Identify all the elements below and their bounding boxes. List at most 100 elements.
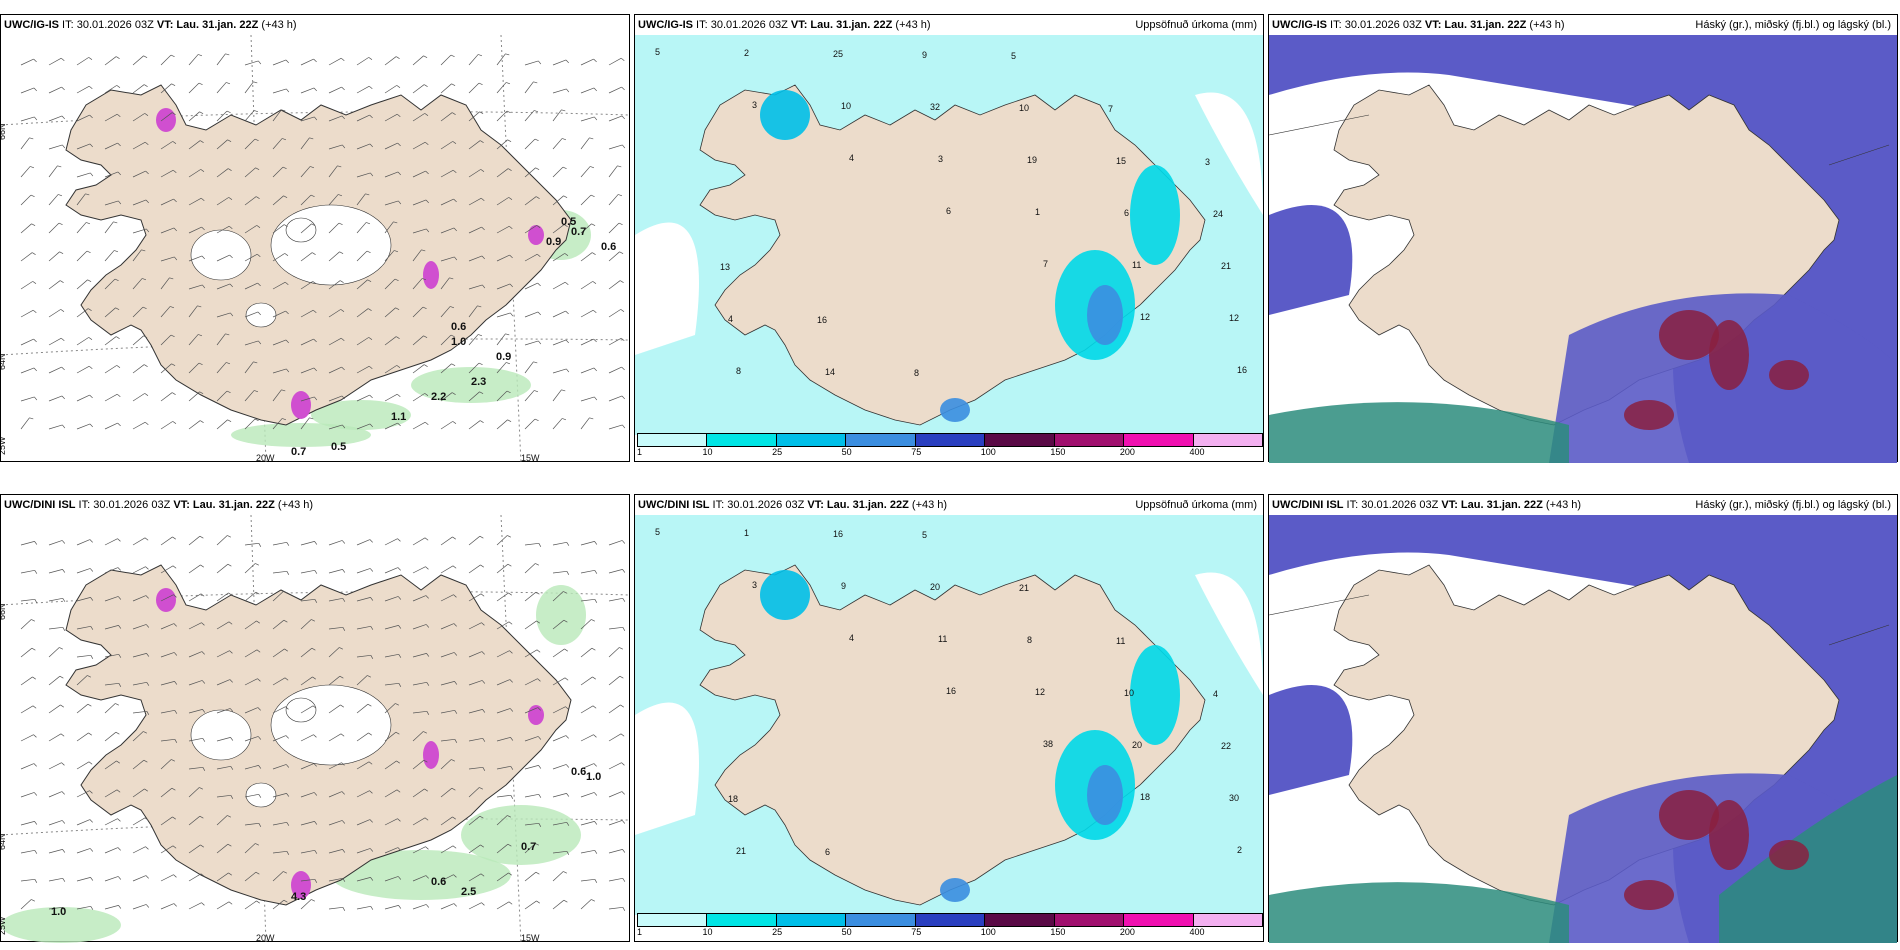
wind-barb-flag (425, 875, 429, 879)
wind-barb (20, 619, 32, 630)
wind-barb-flag (61, 86, 65, 91)
wind-barb-flag (507, 419, 512, 422)
wind-barb (188, 844, 201, 854)
dry-area (1195, 92, 1263, 215)
wind-barb (48, 675, 61, 686)
wind-barb-flag (397, 113, 401, 118)
wind-barb-flag (342, 424, 346, 429)
wind-barb (300, 763, 315, 770)
wind-barb (188, 737, 203, 742)
wind-barb (48, 309, 61, 318)
wind-barb-flag (339, 675, 344, 679)
wind-barb-flag (286, 822, 290, 826)
wind-barb-flag (33, 58, 37, 63)
wind-barb (496, 283, 511, 290)
wind-barb (328, 791, 343, 798)
glacier (190, 709, 252, 761)
precip-value: 18 (1140, 792, 1150, 802)
wind-barb (328, 569, 343, 574)
wind-barb (300, 338, 314, 346)
wind-barb-flag (480, 593, 485, 597)
wind-barb (76, 57, 89, 66)
wind-barb (608, 626, 623, 630)
wind-barb-flag (60, 704, 64, 708)
wind-barb (328, 877, 343, 882)
wind-barb-flag (201, 902, 205, 906)
wind-barb-flag (509, 679, 513, 683)
panel-precip-dini: UWC/DINI ISL IT: 30.01.2026 03Z VT: Lau.… (634, 494, 1264, 942)
wind-barb-flag (201, 680, 206, 684)
wind-barb-flag (452, 565, 457, 569)
glacier (285, 697, 317, 723)
wind-barb-flag (369, 85, 373, 90)
wind-barb (300, 821, 315, 826)
wind-barb (524, 591, 537, 602)
wind-barb-flag (394, 278, 399, 282)
wind-barb-flag (534, 390, 539, 393)
wind-barb (76, 394, 90, 402)
wind-barb (384, 422, 398, 430)
wind-barb-flag (33, 309, 37, 314)
wind-barb-flag (393, 221, 398, 224)
wind-barb-flag (622, 907, 626, 911)
wind-barb (608, 395, 623, 402)
wind-barb-flag (370, 172, 374, 177)
wind-barb (468, 169, 481, 178)
wind-barb-flag (34, 599, 38, 603)
wind-barb-flag (115, 731, 120, 735)
colorbar-label: 100 (980, 447, 996, 457)
wind-barb (216, 419, 228, 430)
wind-barb (552, 706, 566, 714)
wind-barb (496, 197, 509, 206)
wind-barb-flag (591, 223, 596, 226)
wind-barb (412, 566, 426, 574)
wind-barb (580, 309, 594, 318)
wind-barb-flag (453, 623, 457, 627)
wind-barb (20, 252, 33, 262)
wind-barb (48, 704, 61, 714)
wind-barb (440, 874, 454, 882)
wind-barb (160, 198, 174, 206)
precip-value: 30 (1229, 793, 1239, 803)
wind-barb-flag (200, 564, 204, 568)
wind-barb-flag (198, 362, 203, 366)
wind-barb (160, 277, 170, 290)
wind-barb-flag (200, 593, 205, 597)
wind-barb (160, 334, 172, 346)
wind-barb (20, 338, 34, 346)
wind-barb (356, 57, 369, 66)
wind-barb (244, 361, 254, 374)
wind-barb-flag (228, 197, 233, 200)
wind-barb (552, 59, 567, 66)
wind-barb (580, 223, 592, 234)
wind-barb (104, 625, 119, 630)
wind-barb-flag (257, 311, 262, 316)
wind-barb-flag (564, 648, 568, 652)
wind-barb-flag (142, 306, 147, 310)
wind-barb-flag (285, 764, 290, 768)
wind-barb-flag (225, 333, 230, 336)
wind-barb (76, 905, 91, 910)
wind-barb-flag (397, 847, 401, 851)
wind-barb (552, 281, 566, 290)
wind-barb-flag (230, 737, 234, 741)
wind-barb (132, 817, 146, 826)
wind-barb (132, 759, 145, 770)
wind-barb-flag (254, 138, 259, 142)
wind-barb (300, 849, 315, 854)
wind-gust-value: 1.1 (391, 411, 406, 423)
wind-barb-flag (118, 683, 122, 687)
wind-barb-flag (173, 227, 178, 232)
wind-barb-flag (311, 223, 316, 226)
wind-barb (328, 540, 343, 546)
wind-barb (132, 731, 144, 742)
wind-barb (272, 109, 282, 122)
wind-barb (356, 905, 371, 910)
wind-barb (496, 815, 508, 826)
wind-barb (244, 591, 257, 602)
wind-barb (440, 903, 455, 910)
colorbar-swatch (846, 914, 916, 926)
precip-value: 5 (655, 527, 660, 537)
wind-barb (524, 843, 536, 854)
